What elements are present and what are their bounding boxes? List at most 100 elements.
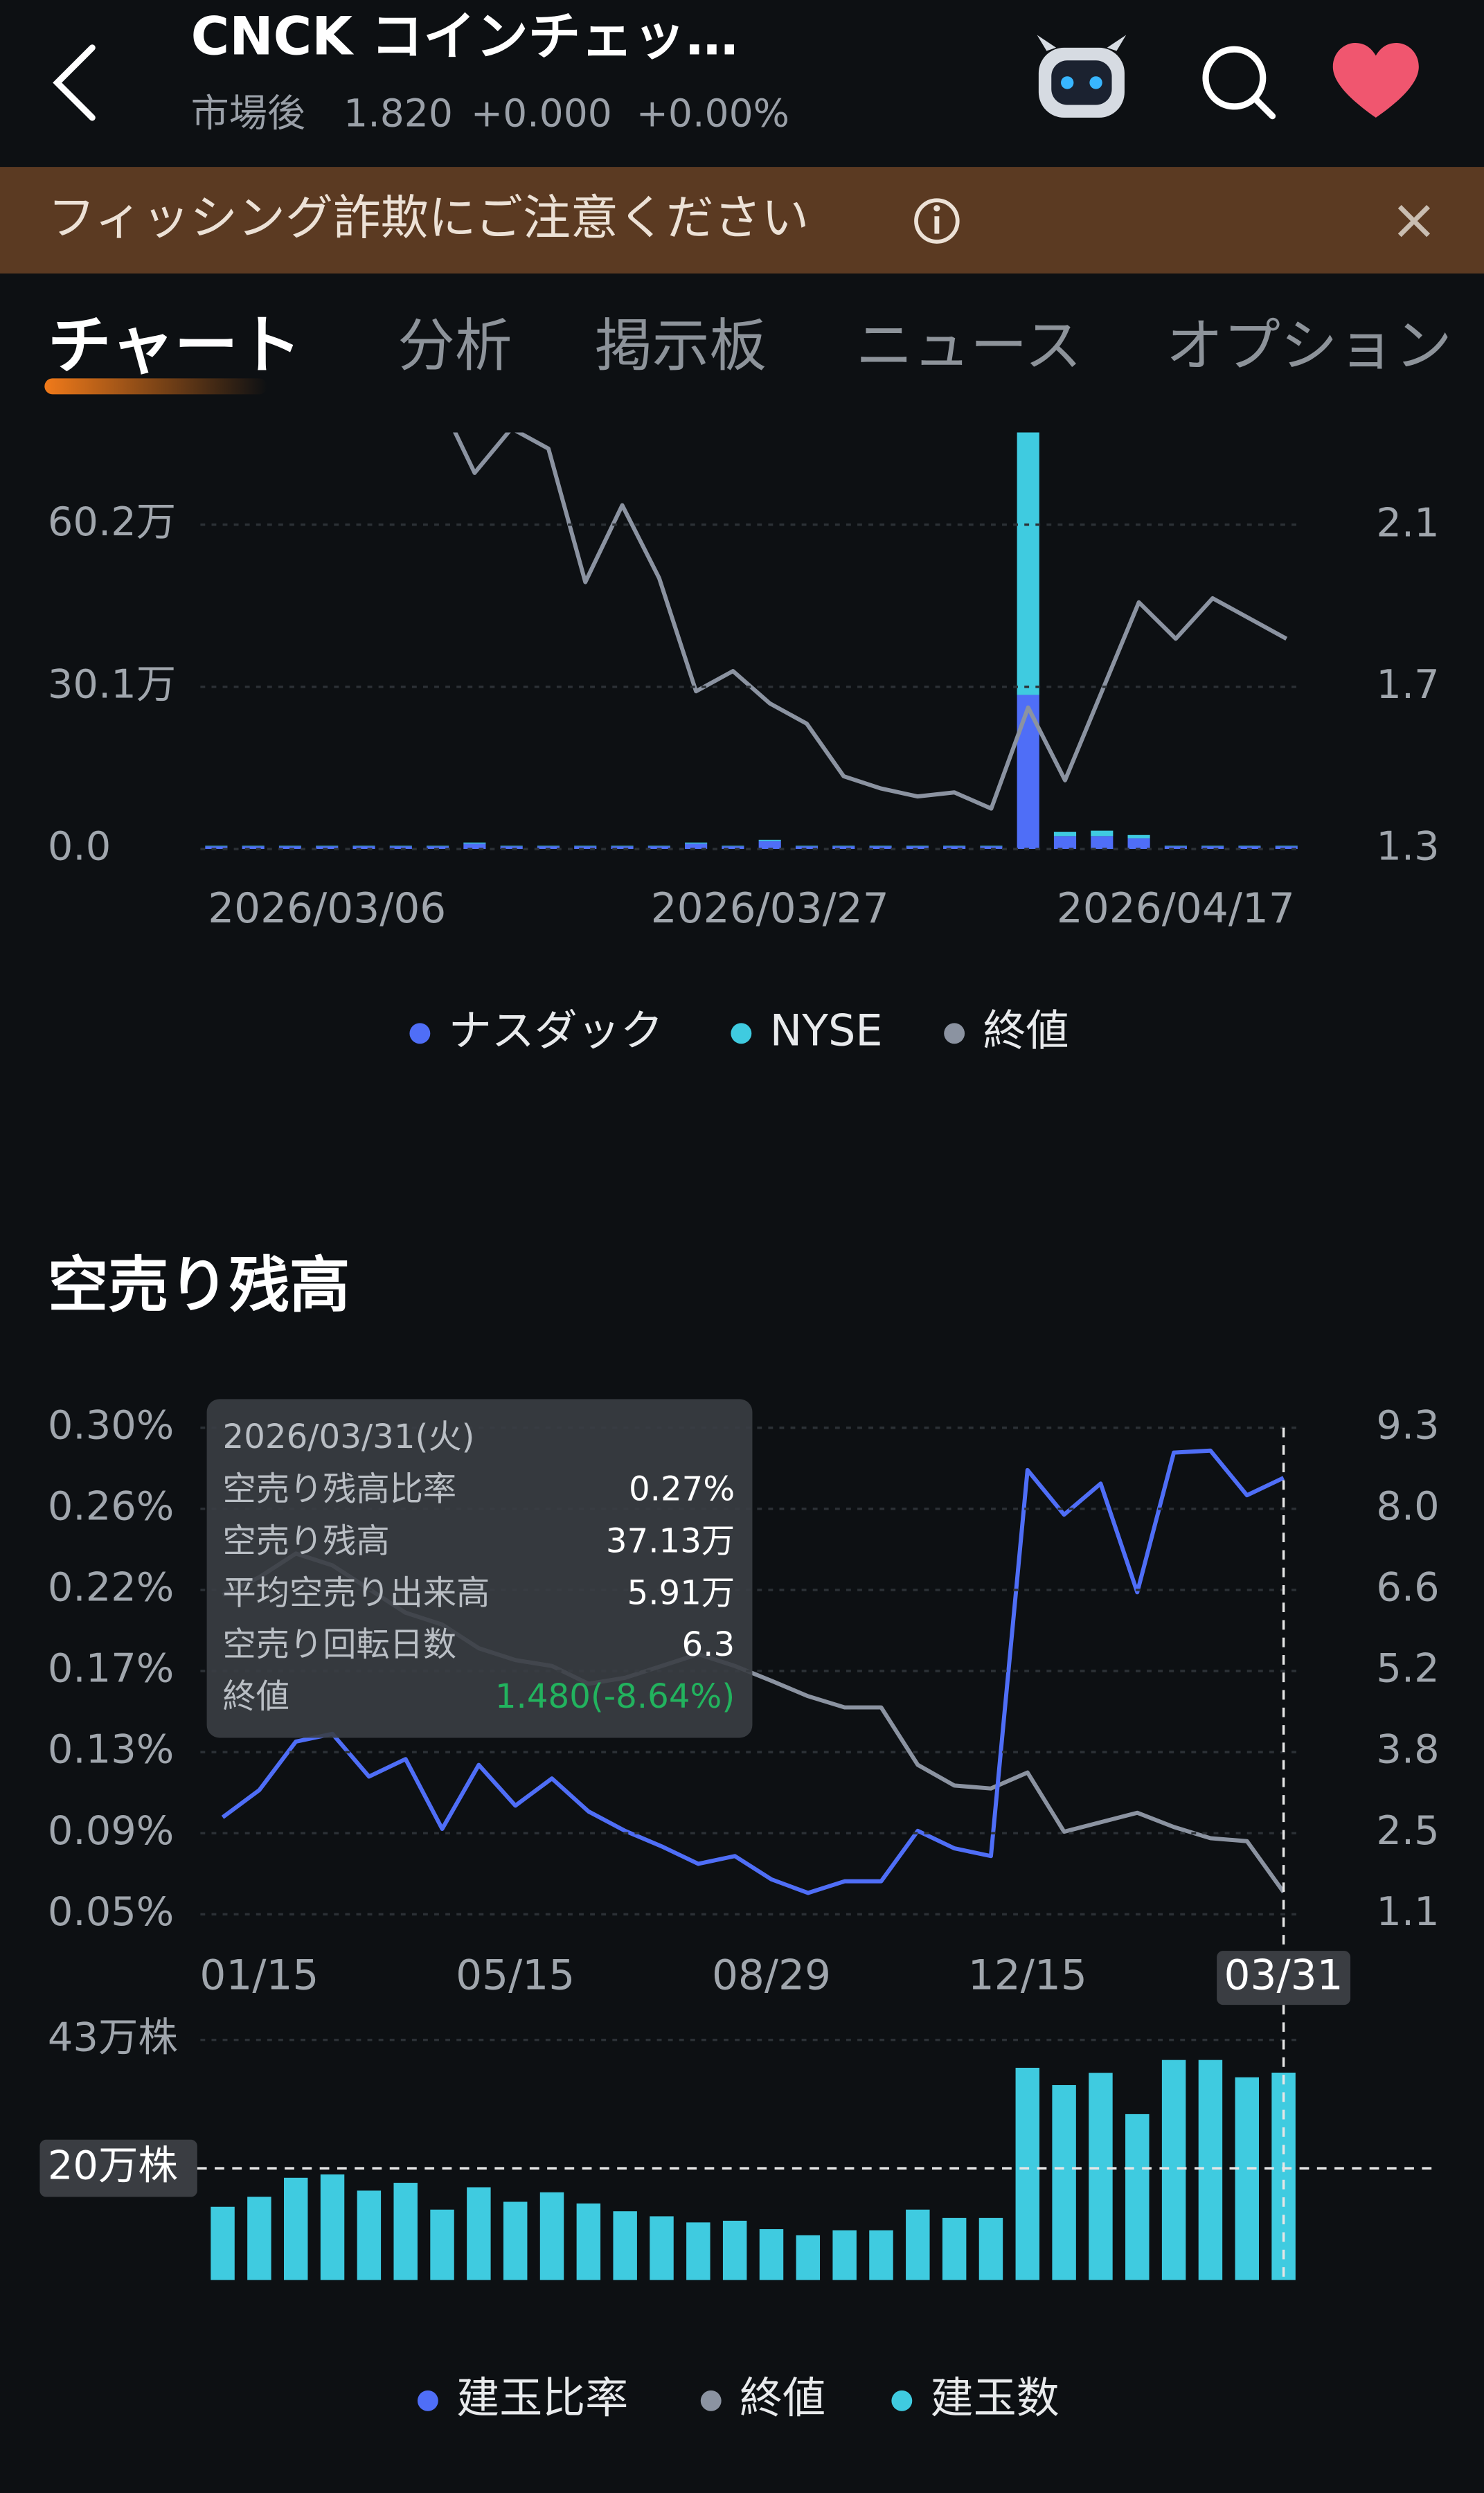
y2-tick-label: 6.6 <box>1376 1564 1439 1611</box>
bar <box>647 846 670 850</box>
bar <box>1017 695 1039 850</box>
bar <box>320 2174 345 2280</box>
tooltip-label: 空売り残高 <box>223 1521 390 1560</box>
bar <box>943 846 966 850</box>
info-icon[interactable] <box>914 198 960 244</box>
bar <box>500 846 523 850</box>
bar <box>906 2209 930 2280</box>
y-tick-label: 0.17% <box>48 1645 174 1692</box>
bar <box>352 846 375 850</box>
bar <box>685 842 708 844</box>
y2-tick-label: 8.0 <box>1376 1483 1439 1529</box>
x-tick-label: 08/29 <box>712 1952 831 2000</box>
price: 1.820 <box>343 91 453 136</box>
section-title: 空売り残高 <box>48 1250 350 1321</box>
bar <box>1089 2073 1113 2280</box>
y-tick-label: 60.2万 <box>48 499 176 545</box>
y2-tick-label: 2.1 <box>1376 499 1439 546</box>
bar <box>283 2177 308 2280</box>
search-button[interactable] <box>1202 46 1276 120</box>
bar <box>980 846 1003 850</box>
y2-tick-label: 1.3 <box>1376 823 1439 870</box>
tab[interactable]: 分析 <box>397 313 512 379</box>
y-tick-label: 0.22% <box>48 1564 174 1611</box>
tooltip-value: 0.27% <box>629 1470 735 1509</box>
y2-tick-label: 9.3 <box>1376 1402 1439 1448</box>
y2-tick-label: 2.5 <box>1376 1807 1439 1854</box>
legend-marker <box>944 1023 965 1044</box>
tooltip-title: 2026/03/31(火) <box>223 1418 475 1456</box>
bar <box>1125 2114 1150 2280</box>
tab-active[interactable]: チャート <box>48 309 302 383</box>
bar <box>796 2235 821 2280</box>
legend-marker <box>891 2390 913 2411</box>
bar <box>467 2187 491 2280</box>
bar <box>1164 846 1187 850</box>
tooltip-value: 5.91万 <box>627 1573 735 1612</box>
legend-label: NYSE <box>770 1005 883 1055</box>
y-tick-label: 0.05% <box>48 1888 174 1935</box>
x-tick-label: 2026/04/17 <box>1057 885 1295 933</box>
bar <box>832 846 855 850</box>
y-tick-label: 0.30% <box>48 1402 174 1448</box>
bar <box>1091 830 1114 837</box>
bar <box>650 2216 674 2280</box>
bar <box>1238 846 1261 850</box>
back-button[interactable] <box>53 44 96 121</box>
bar <box>247 2197 271 2280</box>
bar <box>869 2230 893 2280</box>
bar <box>1201 846 1224 850</box>
tooltip-label: 平均空売り出来高 <box>223 1573 490 1612</box>
tab[interactable]: 掲示板 <box>595 313 767 379</box>
bar <box>463 842 486 844</box>
bar <box>211 2206 235 2280</box>
x-tick-label: 05/15 <box>456 1952 575 2000</box>
bar <box>278 846 302 850</box>
legend-label: ナスダック <box>449 1005 663 1055</box>
bar <box>1198 2059 1223 2280</box>
bar <box>978 2217 1003 2280</box>
x-tick-label: 2026/03/27 <box>651 885 889 933</box>
tooltip <box>206 1399 753 1738</box>
bar <box>795 846 819 850</box>
legend-marker <box>409 1023 431 1044</box>
bar <box>1235 2077 1259 2280</box>
tooltip-label: 空売り残高比率 <box>223 1470 457 1509</box>
close-banner[interactable] <box>1397 205 1431 238</box>
bar <box>316 846 339 850</box>
y-tick-label: 0.09% <box>48 1807 174 1854</box>
assistant-icon[interactable] <box>1037 35 1127 118</box>
bar <box>389 846 412 850</box>
y2-tick-label: 5.2 <box>1376 1645 1439 1692</box>
legend-marker <box>700 2390 722 2411</box>
bar <box>613 2211 637 2280</box>
x-tick-label: 2026/03/06 <box>208 885 446 933</box>
bar <box>758 841 781 850</box>
y-tick-label: 0.0 <box>48 823 111 870</box>
favorite-button[interactable] <box>1332 42 1419 118</box>
bar <box>576 2203 601 2280</box>
bar <box>1127 838 1150 850</box>
legend-label: 終値 <box>740 2373 825 2423</box>
line-series <box>221 1448 1285 1895</box>
banner-text: フィッシング詐欺にご注意ください <box>48 190 809 246</box>
tab[interactable]: オプション <box>1166 313 1452 379</box>
session-label: 市場後 <box>191 91 305 136</box>
bar <box>722 846 744 850</box>
tab[interactable]: ニュース <box>856 313 1082 379</box>
bar <box>1091 836 1114 850</box>
x-tick-label: 12/15 <box>968 1952 1087 2000</box>
bar <box>1271 2072 1296 2280</box>
stock-title: CNCK コインチェッ… <box>191 6 738 66</box>
x-tick-highlight <box>1217 1951 1351 2005</box>
x-tick-label: 03/31 <box>1224 1952 1343 2000</box>
y3-tick-label: 43万株 <box>48 2014 178 2060</box>
tab-bar: チャート 分析 掲示板 ニュース オプション <box>48 309 1452 383</box>
bar <box>1161 2059 1186 2280</box>
tab-indicator <box>44 378 267 395</box>
price-change: +0.000 <box>471 91 612 136</box>
tooltip-value: 37.13万 <box>606 1521 735 1560</box>
bar <box>537 846 560 850</box>
x-tick-label: 01/15 <box>199 1952 319 2000</box>
